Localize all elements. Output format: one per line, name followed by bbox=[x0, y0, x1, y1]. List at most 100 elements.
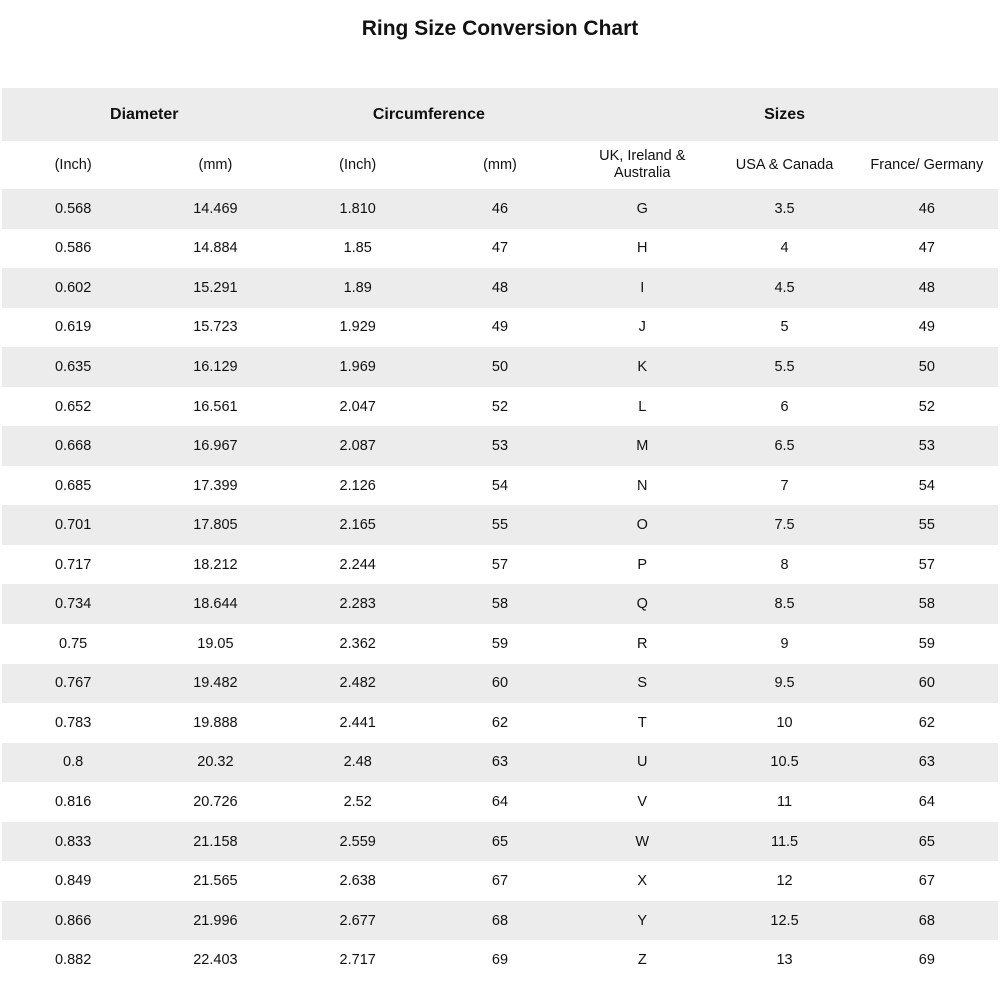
cell-uk-size: O bbox=[571, 505, 714, 545]
table-row: 0.75 19.05 2.362 59 R 9 59 bbox=[2, 624, 998, 664]
cell-circumference-mm: 47 bbox=[491, 240, 509, 257]
cell-diameter-mm: 18.212 bbox=[193, 556, 238, 573]
cell-usa-size: 9.5 bbox=[713, 663, 856, 704]
cell-france-size: 64 bbox=[918, 793, 935, 810]
cell-circumference-inch: 2.126 bbox=[339, 477, 376, 494]
chart-title: Ring Size Conversion Chart bbox=[361, 17, 639, 40]
cell-uk-size: Q bbox=[571, 584, 714, 625]
group-header-circumference: Circumference bbox=[286, 88, 572, 141]
cell-diameter-inch: 0.783 bbox=[54, 714, 92, 731]
cell-uk-size: I bbox=[571, 268, 714, 308]
table-row: 0.833 21.158 2.559 65 W 11.5 65 bbox=[2, 821, 998, 862]
cell-france-size: 49 bbox=[918, 319, 935, 336]
table-body: 0.568 14.469 1.810 46 G 3.5 46 0.586 14.884 1.85 4… bbox=[2, 189, 998, 980]
cell-diameter-inch: 0.568 bbox=[2, 189, 145, 229]
cell-circumference-inch: 2.047 bbox=[339, 398, 376, 415]
cell-usa-size: 7 bbox=[780, 477, 789, 494]
cell-circumference-inch: 2.638 bbox=[339, 873, 376, 890]
cell-circumference-mm: 62 bbox=[491, 714, 509, 731]
cell-france-size: 65 bbox=[855, 821, 998, 862]
cell-usa-size: 5.5 bbox=[713, 347, 856, 387]
table-row: 0.619 15.723 1.929 49 J 5 49 bbox=[2, 308, 998, 348]
cell-france-size: 69 bbox=[918, 952, 935, 969]
cell-circumference-inch: 1.89 bbox=[286, 268, 429, 308]
table-row: 0.783 19.888 2.441 62 T 10 62 bbox=[2, 703, 998, 743]
cell-circumference-inch: 2.087 bbox=[286, 426, 429, 466]
column-header-usa: USA & Canada bbox=[713, 141, 856, 189]
cell-diameter-inch: 0.8 bbox=[2, 742, 145, 783]
cell-circumference-mm: 64 bbox=[491, 793, 509, 810]
cell-uk-size: K bbox=[571, 347, 714, 387]
cell-circumference-inch: 2.362 bbox=[339, 635, 376, 652]
column-header-diameter-inch: (Inch) bbox=[2, 141, 145, 189]
cell-usa-size: 3.5 bbox=[713, 189, 856, 229]
cell-france-size: 50 bbox=[855, 347, 998, 387]
cell-circumference-mm: 54 bbox=[491, 477, 509, 494]
cell-diameter-mm: 22.403 bbox=[193, 952, 238, 969]
cell-diameter-mm: 14.884 bbox=[193, 240, 238, 257]
cell-diameter-inch: 0.816 bbox=[54, 793, 92, 810]
cell-circumference-mm: 49 bbox=[491, 319, 509, 336]
table-row: 0.652 16.561 2.047 52 L 6 52 bbox=[2, 387, 998, 427]
ring-size-table: Diameter Circumference Sizes (Inch) (mm)… bbox=[2, 88, 998, 980]
cell-diameter-inch: 0.701 bbox=[2, 505, 145, 545]
cell-diameter-mm: 17.399 bbox=[193, 477, 238, 494]
column-header-uk-label: UK, Ireland & Australia bbox=[599, 148, 686, 181]
column-header-france: France/ Germany bbox=[855, 141, 998, 189]
cell-france-size: 55 bbox=[855, 505, 998, 545]
cell-circumference-inch: 2.48 bbox=[286, 742, 429, 783]
cell-diameter-mm: 21.565 bbox=[193, 873, 238, 890]
cell-france-size: 52 bbox=[918, 398, 935, 415]
cell-circumference-inch: 2.482 bbox=[286, 663, 429, 704]
cell-france-size: 58 bbox=[855, 584, 998, 625]
cell-uk-size: W bbox=[571, 821, 714, 862]
cell-france-size: 53 bbox=[855, 426, 998, 466]
cell-uk-size: L bbox=[638, 398, 647, 415]
cell-diameter-inch: 0.668 bbox=[2, 426, 145, 466]
group-header-diameter: Diameter bbox=[2, 88, 287, 141]
cell-diameter-inch: 0.734 bbox=[2, 584, 145, 625]
cell-usa-size: 4 bbox=[780, 240, 789, 257]
cell-diameter-mm: 15.291 bbox=[144, 268, 287, 308]
cell-circumference-mm: 63 bbox=[428, 742, 572, 783]
cell-uk-size: R bbox=[637, 635, 648, 652]
cell-circumference-mm: 46 bbox=[428, 189, 572, 229]
cell-france-size: 57 bbox=[918, 556, 935, 573]
table-row: 0.586 14.884 1.85 47 H 4 47 bbox=[2, 229, 998, 269]
cell-uk-size: P bbox=[637, 556, 648, 573]
cell-uk-size: Z bbox=[637, 952, 647, 969]
cell-usa-size: 13 bbox=[776, 952, 793, 969]
table-row: 0.882 22.403 2.717 69 Z 13 69 bbox=[2, 940, 998, 980]
cell-usa-size: 12 bbox=[776, 873, 793, 890]
cell-circumference-inch: 1.85 bbox=[343, 240, 372, 257]
cell-usa-size: 10.5 bbox=[713, 742, 856, 783]
cell-diameter-mm: 15.723 bbox=[193, 319, 238, 336]
cell-france-size: 60 bbox=[855, 663, 998, 704]
cell-diameter-inch: 0.833 bbox=[2, 821, 145, 862]
cell-circumference-mm: 67 bbox=[491, 873, 509, 890]
cell-usa-size: 12.5 bbox=[713, 900, 856, 941]
cell-usa-size: 6.5 bbox=[713, 426, 856, 466]
cell-diameter-inch: 0.767 bbox=[2, 663, 145, 704]
cell-diameter-mm: 21.996 bbox=[144, 900, 287, 941]
cell-france-size: 67 bbox=[918, 873, 935, 890]
table-row: 0.866 21.996 2.677 68 Y 12.5 68 bbox=[2, 900, 998, 941]
table-row: 0.635 16.129 1.969 50 K 5.5 50 bbox=[2, 347, 998, 387]
cell-usa-size: 6 bbox=[780, 398, 789, 415]
table-row: 0.767 19.482 2.482 60 S 9.5 60 bbox=[2, 663, 998, 704]
cell-uk-size: M bbox=[571, 426, 714, 466]
cell-diameter-inch: 0.586 bbox=[54, 240, 92, 257]
cell-uk-size: H bbox=[637, 240, 648, 257]
cell-france-size: 62 bbox=[918, 714, 935, 731]
cell-usa-size: 8 bbox=[780, 556, 789, 573]
column-header-uk: UK, Ireland & Australia bbox=[571, 141, 714, 189]
cell-circumference-mm: 65 bbox=[428, 821, 572, 862]
column-header-circumference-mm: (mm) bbox=[428, 141, 572, 189]
cell-circumference-mm: 57 bbox=[491, 556, 509, 573]
cell-circumference-mm: 58 bbox=[428, 584, 572, 625]
cell-france-size: 68 bbox=[855, 900, 998, 941]
cell-diameter-mm: 19.482 bbox=[144, 663, 287, 704]
cell-france-size: 47 bbox=[918, 240, 935, 257]
cell-diameter-mm: 17.805 bbox=[144, 505, 287, 545]
cell-usa-size: 5 bbox=[780, 319, 789, 336]
